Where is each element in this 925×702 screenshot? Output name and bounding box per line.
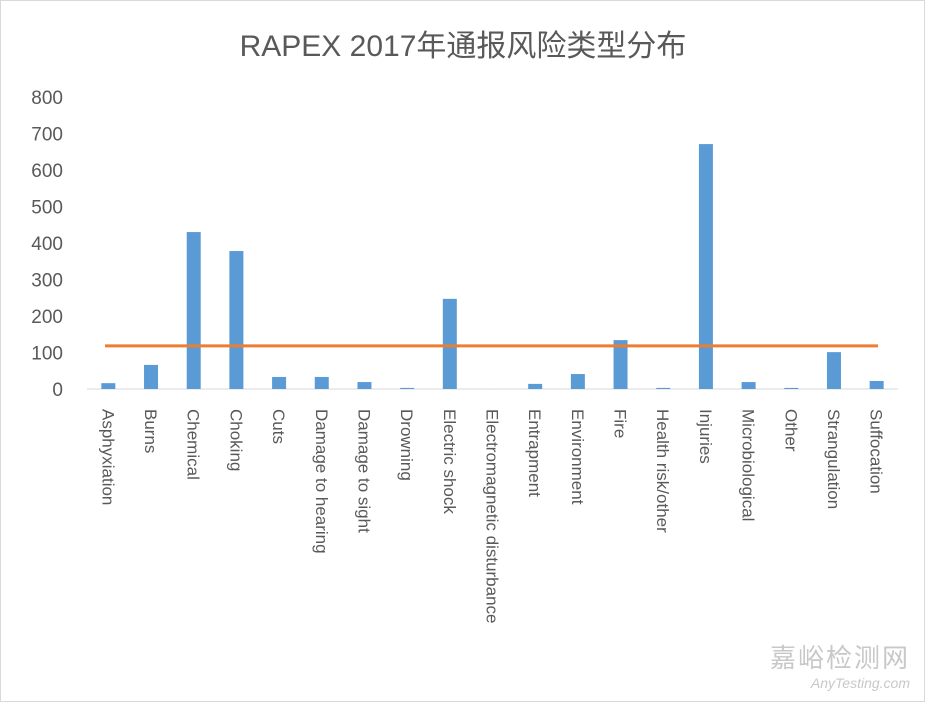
bar-damage-to-sight xyxy=(357,382,372,389)
bar-injuries xyxy=(698,144,713,389)
chart-title: RAPEX 2017年通报风险类型分布 xyxy=(240,30,687,63)
x-tick-label: Drowning xyxy=(397,409,416,481)
bar-environment xyxy=(570,374,585,389)
x-tick-label: Choking xyxy=(226,409,245,471)
bar-entrapment xyxy=(528,383,543,389)
x-tick-label: Asphyxiation xyxy=(98,409,117,505)
x-tick-label: Injuries xyxy=(696,409,715,464)
watermark: 嘉峪检测网 AnyTesting.com xyxy=(770,638,910,691)
x-tick-label: Burns xyxy=(141,409,160,453)
watermark-url: AnyTesting.com xyxy=(810,675,910,691)
x-tick-label: Chemical xyxy=(184,409,203,480)
bar-strangulation xyxy=(826,352,841,389)
bar-health-risk-other xyxy=(656,387,671,389)
y-tick-label: 100 xyxy=(31,344,63,365)
y-tick-label: 600 xyxy=(31,161,63,182)
bar-drowning xyxy=(400,387,415,389)
x-tick-label: Entrapment xyxy=(525,409,544,497)
bar-choking xyxy=(229,251,244,389)
x-tick-label: Strangulation xyxy=(824,409,843,509)
x-tick-label: Environment xyxy=(568,409,587,505)
x-tick-label: Other xyxy=(781,409,800,452)
bar-electric-shock xyxy=(442,298,457,389)
x-tick-label: Microbiological xyxy=(739,409,758,521)
x-tick-label: Damage to hearing xyxy=(312,409,331,554)
x-tick-label: Fire xyxy=(611,409,630,438)
watermark-logo-text: 嘉峪检测网 xyxy=(769,644,910,674)
bar-burns xyxy=(144,364,159,389)
bar-microbiological xyxy=(741,382,756,389)
y-tick-label: 300 xyxy=(31,271,63,292)
y-tick-label: 800 xyxy=(31,88,63,109)
bar-cuts xyxy=(272,376,287,389)
y-tick-label: 0 xyxy=(52,380,63,401)
x-tick-label: Damage to sight xyxy=(354,409,373,533)
y-tick-label: 700 xyxy=(31,125,63,146)
bar-chemical xyxy=(186,232,201,389)
y-tick-label: 400 xyxy=(31,234,63,255)
y-tick-label: 500 xyxy=(31,198,63,219)
x-tick-label: Electric shock xyxy=(440,409,459,514)
bar-asphyxiation xyxy=(101,383,116,389)
bar-damage-to-hearing xyxy=(314,376,329,389)
y-tick-label: 200 xyxy=(31,307,63,328)
bar-fire xyxy=(613,340,628,389)
bar-suffocation xyxy=(869,380,884,389)
x-tick-label: Cuts xyxy=(269,409,288,444)
x-tick-label: Health risk/other xyxy=(653,409,672,533)
x-tick-label: Electromagnetic disturbance xyxy=(483,409,502,624)
x-tick-label: Suffocation xyxy=(867,409,886,494)
bar-other xyxy=(784,387,799,389)
